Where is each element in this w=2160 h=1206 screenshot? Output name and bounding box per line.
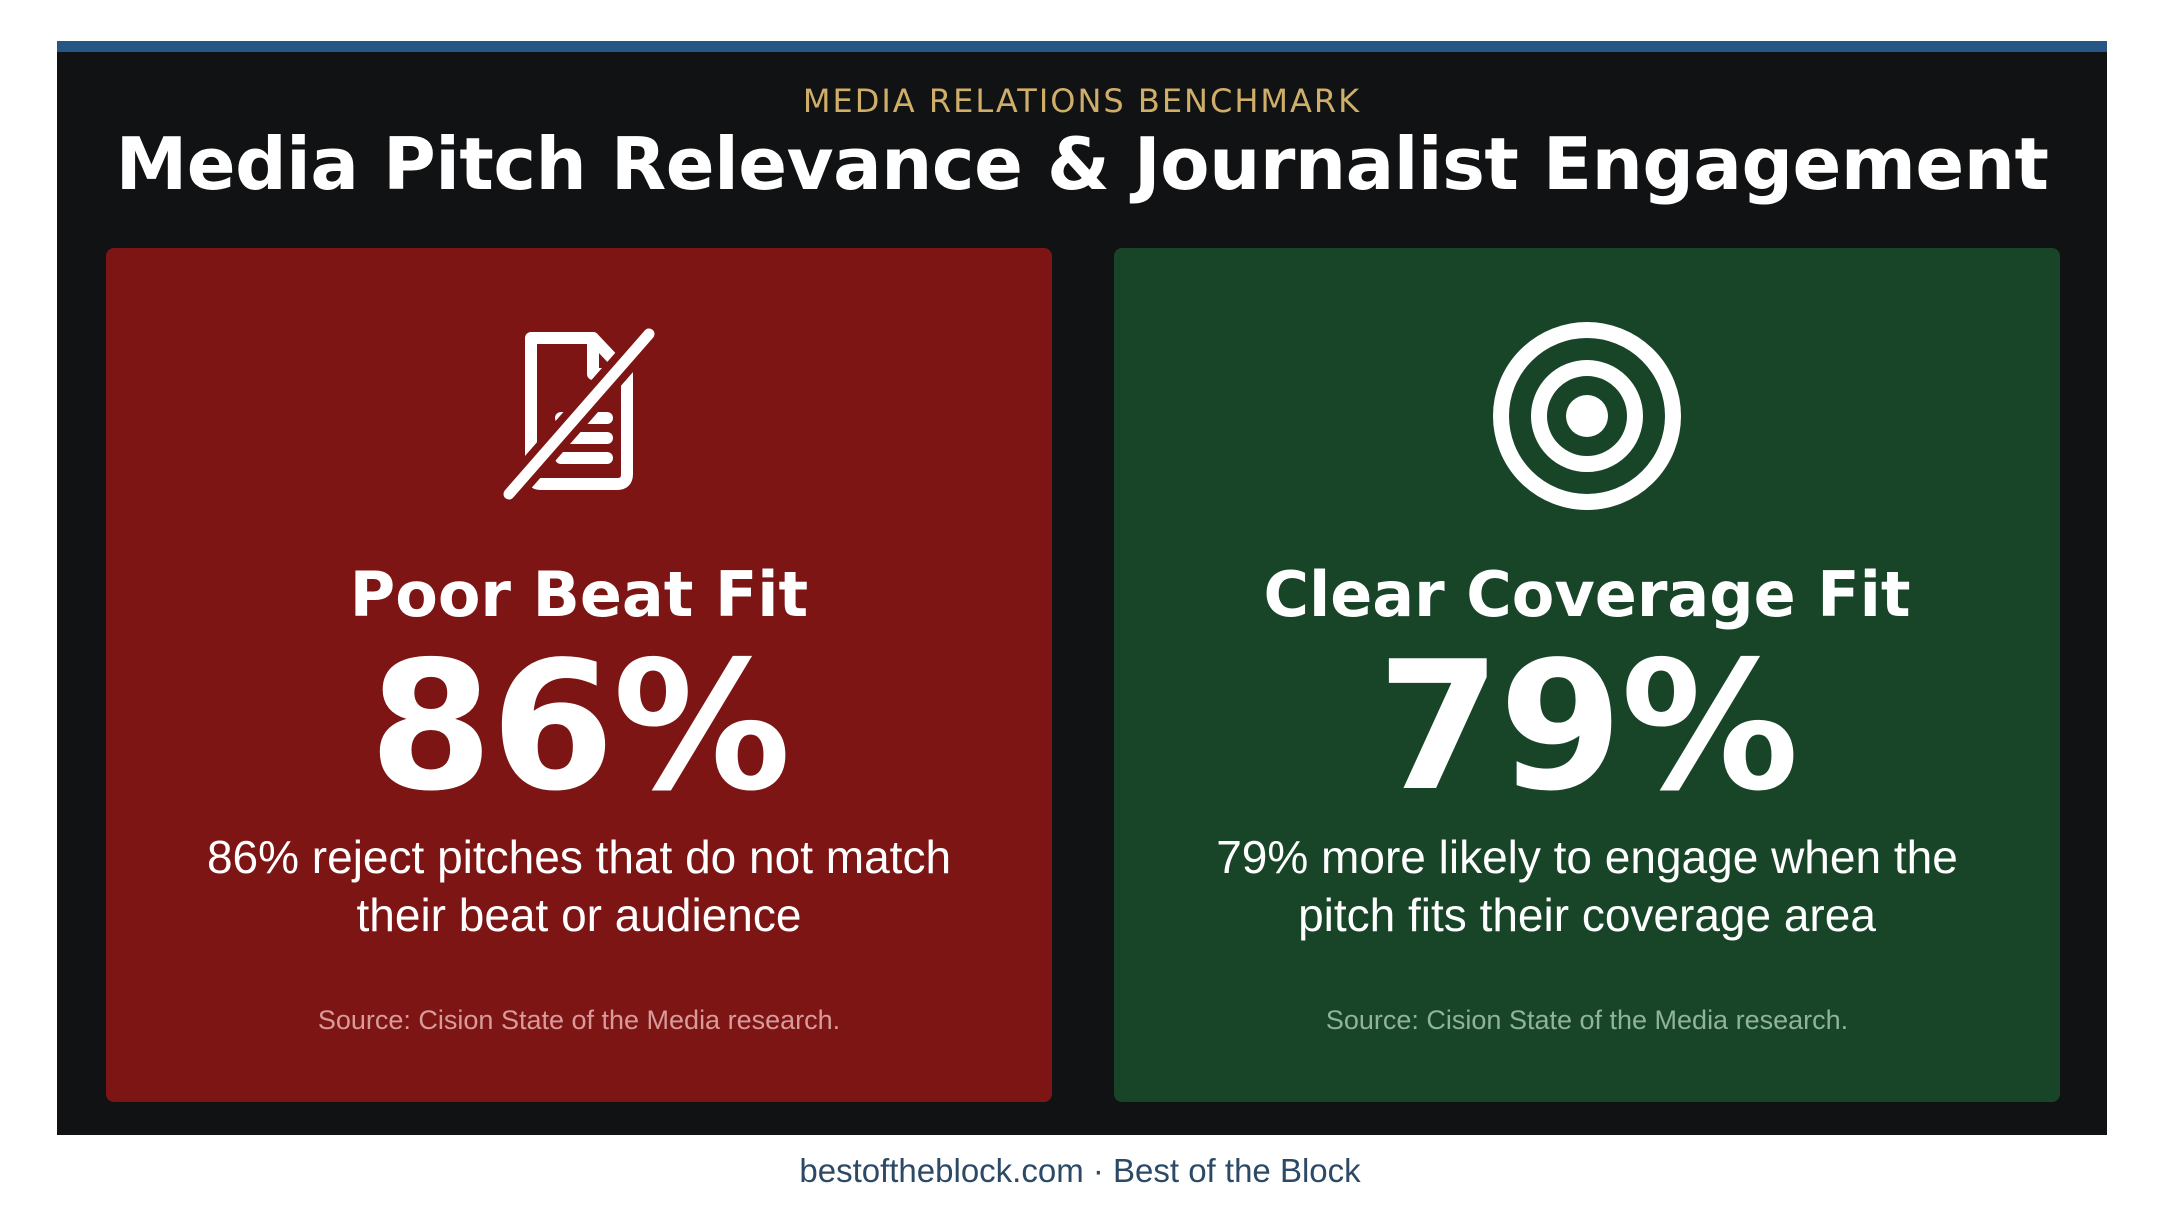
poor-beat-fit-card: Poor Beat Fit 86% 86% reject pitches tha… [106,248,1052,1102]
card-title: Clear Coverage Fit [1263,558,1911,631]
stat-description: 86% reject pitches that do not match the… [206,831,952,941]
source-note: Source: Cision State of the Media resear… [317,1005,841,1035]
footer-credit: bestoftheblock.com · Best of the Block [799,1152,1361,1189]
main-panel: MEDIA RELATIONS BENCHMARK Media Pitch Re… [57,41,2107,1135]
stat-description: 79% more likely to engage when the pitch… [1216,831,1958,941]
card-title: Poor Beat Fit [349,558,809,631]
target-icon [1487,316,1687,516]
clear-coverage-fit-card: Clear Coverage Fit 79% 79% more likely t… [1114,248,2060,1102]
source-note: Source: Cision State of the Media resear… [1325,1005,1849,1035]
page-title: Media Pitch Relevance & Journalist Engag… [115,122,2049,206]
kicker-label: MEDIA RELATIONS BENCHMARK [802,82,1362,120]
stat-value: 86% [368,623,791,830]
document-crossed-out-icon [479,316,679,516]
stat-value: 79% [1376,623,1799,830]
